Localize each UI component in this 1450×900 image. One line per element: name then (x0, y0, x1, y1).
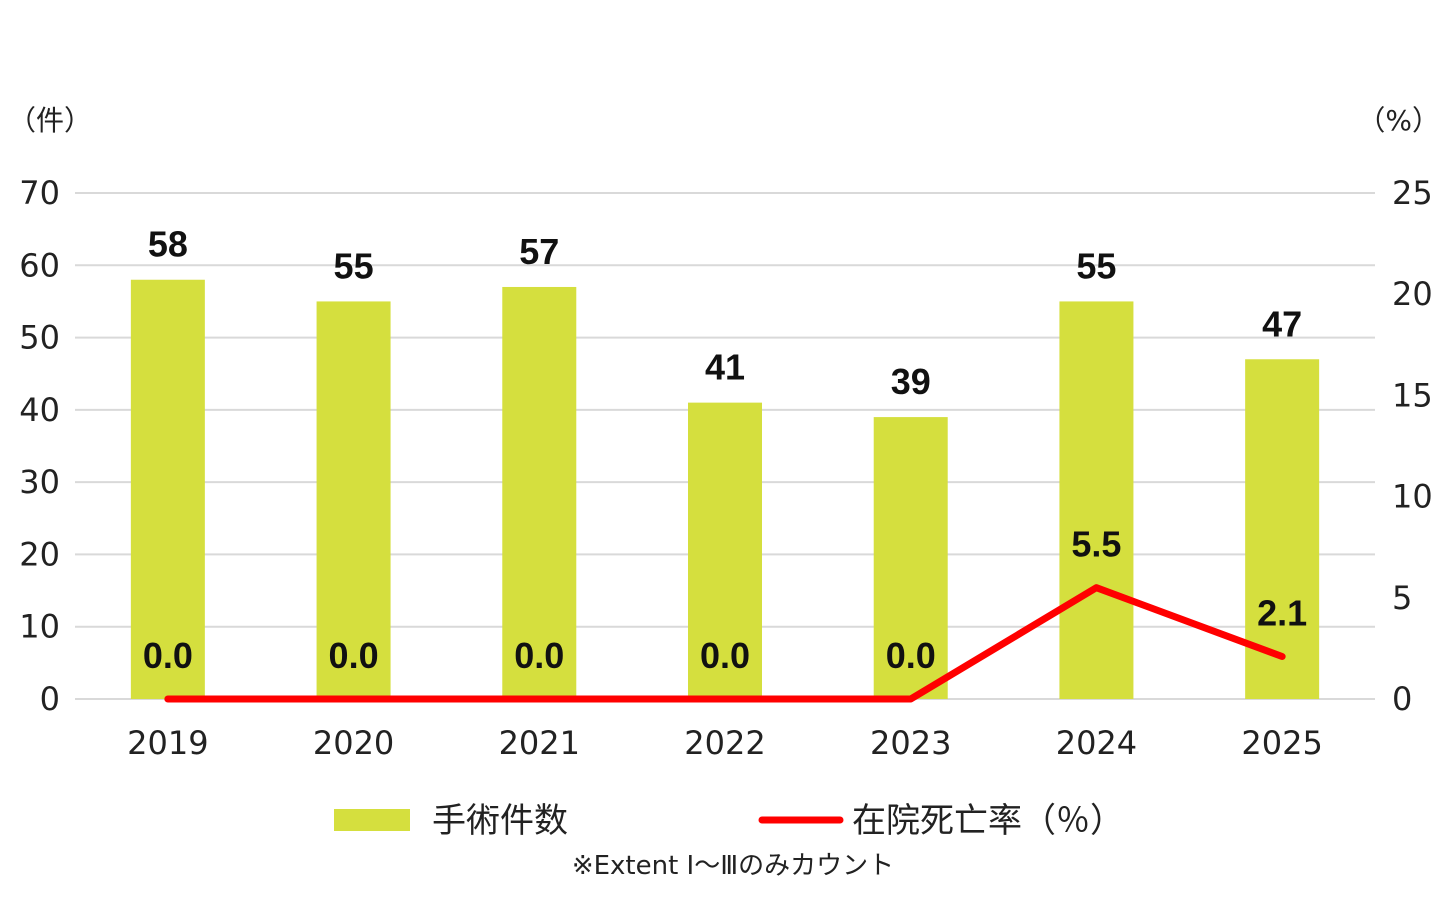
legend-bar-label: 手術件数 (432, 801, 568, 841)
bar (502, 286, 577, 699)
bar-data-label: 41 (705, 347, 745, 388)
right-tick-label: 10 (1392, 478, 1433, 516)
bar-series (130, 279, 1320, 699)
line-data-label: 2.1 (1257, 592, 1307, 633)
right-axis-unit: （%） (1357, 104, 1440, 137)
right-tick-label: 20 (1392, 275, 1433, 313)
left-axis-unit: （件） (8, 104, 92, 137)
line-data-label: 0.0 (329, 635, 379, 676)
line-data-label: 0.0 (886, 635, 936, 676)
left-tick-label: 20 (19, 535, 60, 573)
line-point (536, 696, 543, 702)
bar (873, 417, 948, 699)
right-tick-label: 0 (1392, 680, 1412, 718)
legend-bar-swatch (334, 809, 410, 831)
bar-data-label: 55 (334, 245, 374, 286)
left-tick-label: 70 (19, 174, 60, 212)
left-tick-label: 10 (19, 608, 60, 646)
left-tick-label: 30 (19, 463, 60, 501)
bar-data-label: 47 (1262, 303, 1302, 344)
bar (1245, 359, 1320, 699)
bar-data-label: 57 (519, 231, 559, 272)
x-tick-label: 2022 (684, 724, 765, 762)
left-tick-label: 0 (40, 680, 60, 718)
line-point (350, 696, 357, 702)
line-point (722, 696, 728, 702)
data-labels: 58 55 57 41 39 55 47 0.0 0.0 0.0 0.0 0.0 5.5 2.1 (143, 224, 1307, 676)
right-tick-label: 15 (1392, 376, 1433, 414)
bar (130, 279, 205, 699)
bar-data-label: 55 (1076, 245, 1116, 286)
line-series (164, 584, 1286, 703)
footnote: ※Extent Ⅰ～Ⅲのみカウント (572, 851, 894, 881)
bar (688, 402, 762, 699)
x-tick-label: 2021 (499, 724, 580, 762)
bar (316, 301, 391, 699)
x-tick-label: 2024 (1056, 724, 1137, 762)
right-tick-label: 25 (1392, 174, 1433, 212)
x-tick-label: 2025 (1241, 724, 1322, 762)
x-tick-label: 2023 (870, 724, 951, 762)
left-tick-label: 60 (19, 246, 60, 284)
left-tick-label: 40 (19, 391, 60, 429)
legend-line-label: 在院死亡率（％） (852, 801, 1124, 841)
left-tick-label: 50 (19, 319, 60, 357)
right-tick-label: 5 (1392, 579, 1412, 617)
bar-data-label: 39 (891, 361, 931, 402)
line-data-label: 0.0 (700, 635, 750, 676)
line-point (1093, 584, 1100, 591)
line-point (164, 696, 171, 702)
bar (1059, 301, 1134, 699)
x-tick-label: 2019 (127, 724, 208, 762)
x-tick-label: 2020 (313, 724, 394, 762)
line-data-label: 5.5 (1071, 524, 1121, 565)
line-point (1279, 653, 1286, 660)
bar-data-label: 58 (148, 224, 188, 265)
legend: 手術件数 在院死亡率（％） (334, 801, 1124, 841)
line-data-label: 0.0 (514, 635, 564, 676)
line-data-label: 0.0 (143, 635, 193, 676)
line-point (907, 696, 914, 702)
